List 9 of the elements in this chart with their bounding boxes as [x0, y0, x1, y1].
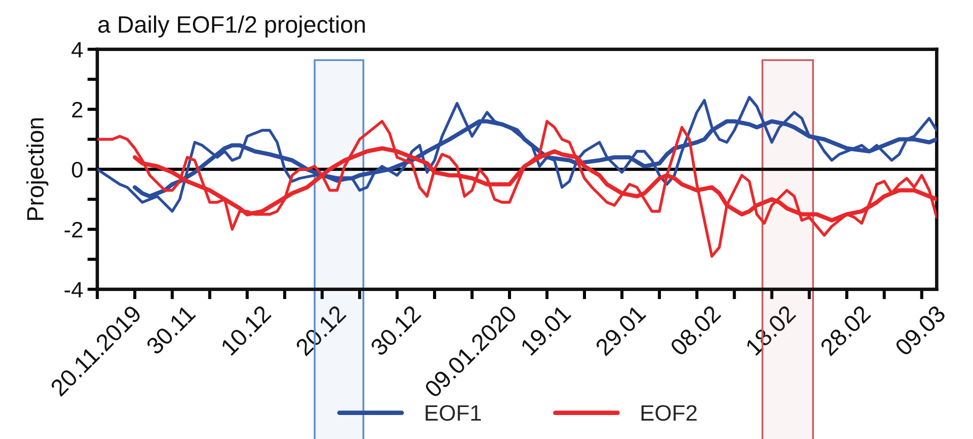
- y-tick-label: -4: [64, 282, 83, 298]
- y-tick-label: 4: [72, 42, 83, 58]
- y-tick-label: -2: [64, 222, 82, 238]
- legend-label: EOF1: [426, 405, 481, 421]
- y-tick-label: 0: [72, 162, 83, 178]
- chart-title: a Daily EOF1/2 projection: [98, 16, 365, 38]
- y-tick-label: 2: [72, 102, 82, 118]
- y-axis-title: Projection: [26, 118, 48, 220]
- legend-label: EOF2: [642, 405, 697, 421]
